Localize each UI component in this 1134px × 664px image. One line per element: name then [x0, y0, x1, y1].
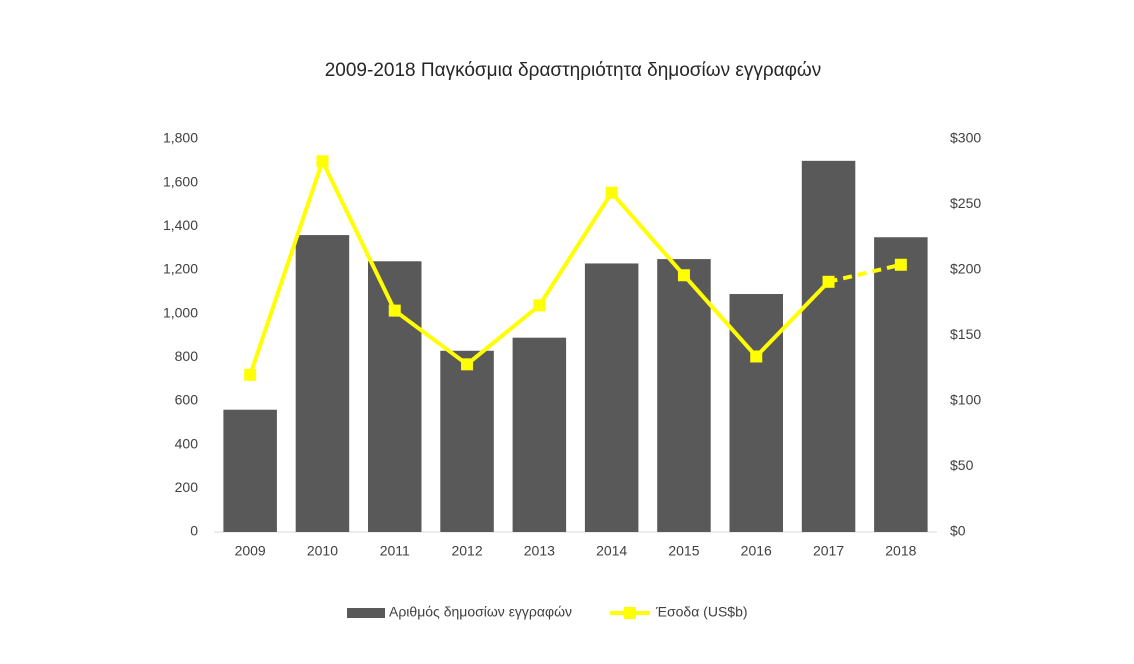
bar	[440, 350, 494, 532]
x-tick-label: 2016	[741, 543, 772, 559]
y-tick-label: 1,400	[163, 217, 198, 233]
bar	[801, 160, 856, 533]
y-tick-label: 1,200	[163, 261, 198, 277]
y-tick-label: 200	[175, 479, 199, 495]
line-segment	[320, 160, 397, 312]
bar	[584, 263, 639, 532]
line-marker	[750, 350, 763, 363]
y-tick-label: 0	[190, 523, 198, 539]
line-marker	[316, 155, 329, 168]
y-tick-label: 400	[175, 435, 199, 451]
line-marker	[605, 186, 618, 199]
x-tick-label: 2017	[813, 543, 844, 559]
line-segment	[610, 191, 686, 277]
bar	[295, 235, 350, 533]
x-tick-label: 2014	[596, 543, 627, 559]
legend-swatch	[347, 608, 385, 618]
y2-tick-label: $100	[950, 392, 981, 408]
y-tick-label: 1,600	[163, 173, 198, 189]
bar	[729, 294, 784, 532]
line-segment	[537, 191, 614, 307]
line-marker	[894, 258, 907, 271]
x-tick-label: 2015	[668, 543, 699, 559]
y2-tick-label: $300	[950, 130, 981, 146]
line-marker	[388, 304, 401, 317]
line-segment	[248, 160, 325, 376]
legend-label: Έσοδα (US$b)	[655, 604, 748, 620]
line-segment	[754, 280, 830, 358]
bar	[512, 337, 567, 532]
y-tick-label: 1,000	[163, 304, 198, 320]
line-marker	[244, 368, 257, 381]
line-segment	[465, 303, 541, 366]
x-tick-label: 2010	[307, 543, 338, 559]
line-segment	[682, 273, 758, 358]
x-tick-label: 2011	[380, 543, 410, 559]
bar	[223, 409, 277, 532]
y2-tick-label: $200	[950, 261, 981, 277]
legend-swatch	[624, 607, 636, 619]
line-marker	[461, 358, 474, 371]
x-tick-label: 2018	[885, 543, 916, 559]
line-segment	[828, 262, 902, 284]
y-tick-label: 600	[175, 392, 199, 408]
y2-tick-label: $50	[950, 457, 974, 473]
chart-title: 2009-2018 Παγκόσμια δραστηριότητα δημοσί…	[325, 60, 822, 81]
y2-tick-label: $250	[950, 195, 981, 211]
line-marker	[533, 299, 546, 312]
bar	[367, 261, 422, 532]
x-tick-label: 2009	[235, 543, 266, 559]
y2-tick-label: $150	[950, 326, 981, 342]
y2-tick-label: $0	[950, 523, 966, 539]
line-marker	[822, 275, 835, 288]
bar	[657, 259, 711, 532]
line-segment	[393, 309, 469, 366]
line-marker	[677, 269, 690, 282]
x-tick-label: 2013	[524, 543, 555, 559]
legend-label: Αριθμός δημοσίων εγγραφών	[389, 604, 572, 620]
bar	[874, 237, 928, 532]
y-tick-label: 800	[175, 348, 199, 364]
y-tick-label: 1,800	[163, 130, 198, 146]
x-tick-label: 2012	[451, 543, 482, 559]
